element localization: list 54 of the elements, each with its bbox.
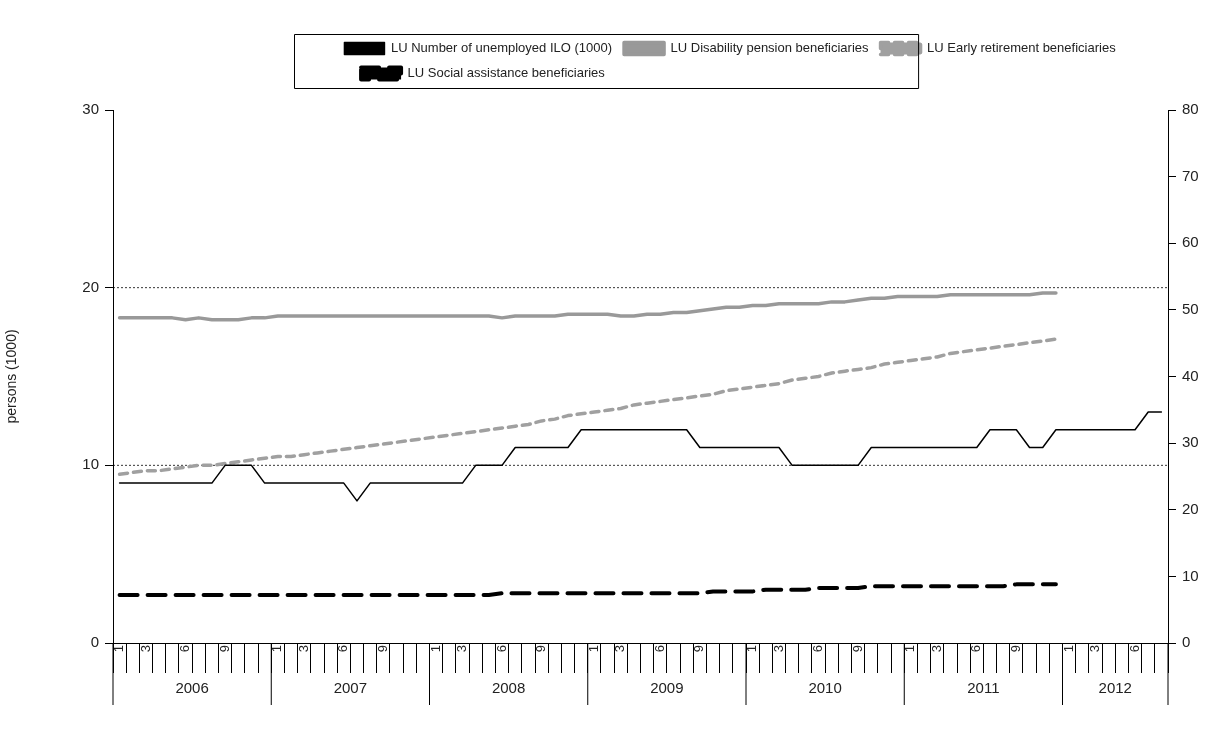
x-tick-label: 6 [335,645,351,653]
x-tick-label: 9 [533,645,549,653]
text: 2006 [175,679,209,697]
x-tick-label: 9 [1007,645,1023,653]
y2-tick-label: 40 [1182,366,1199,384]
x-tick-label: 3 [770,645,786,653]
y2-tick-label: 60 [1182,233,1199,251]
x-tick-label: 1 [111,645,127,653]
text: 2012 [1098,679,1132,697]
y2-tick-label: 80 [1182,100,1199,118]
x-tick-label: 6 [493,645,509,653]
legend-label: LU Social assistance beneficiaries [407,65,606,81]
x-tick-label: 3 [137,645,153,653]
text: 2010 [808,679,842,697]
x-tick-label: 6 [177,645,193,653]
y2-tick-label: 10 [1182,566,1199,584]
x-tick-label: 1 [902,645,918,653]
x-tick-label: 3 [1087,645,1103,653]
x-tick-label: 1 [744,645,760,653]
x-tick-label: 6 [651,645,667,653]
y2-tick-label: 0 [1182,633,1191,651]
legend-label: LU Disability pension beneficiaries [670,40,870,56]
legend-label: LU Number of unemployed ILO (1000) [390,40,613,56]
x-tick-label: 1 [585,645,601,653]
x-tick-label: 3 [295,645,311,653]
x-tick-label: 6 [810,645,826,653]
x-tick-label: 9 [691,645,707,653]
text: 2011 [967,679,1000,697]
x-tick-label: 3 [454,645,470,653]
x-tick-label: 1 [427,645,443,653]
y-tick-label: 10 [82,455,99,473]
y2-tick-label: 20 [1182,499,1199,517]
x-tick-label: 9 [216,645,232,653]
y2-tick-label: 70 [1182,166,1199,184]
legend-label: LU Early retirement beneficiaries [927,40,1117,56]
y-tick-label: 20 [82,277,99,295]
y2-tick-label: 50 [1182,300,1199,318]
x-tick-label: 3 [928,645,944,653]
x-tick-label: 9 [374,645,390,653]
x-tick-label: 6 [968,645,984,653]
x-tick-label: 3 [612,645,628,653]
y-axis-title: persons (1000) [3,329,20,424]
line-series [117,337,1058,476]
y-tick-label: 30 [82,100,99,118]
x-tick-label: 6 [1126,645,1142,653]
line-series [117,582,1058,598]
y2-tick-label: 30 [1182,433,1199,451]
y-tick-label: 0 [90,633,99,651]
x-tick-label: 1 [269,645,285,653]
x-tick-label: 1 [1060,645,1076,653]
text: 2008 [491,679,526,697]
text: 2009 [650,679,684,697]
x-tick-label: 9 [849,645,865,653]
text: 2007 [333,679,368,697]
